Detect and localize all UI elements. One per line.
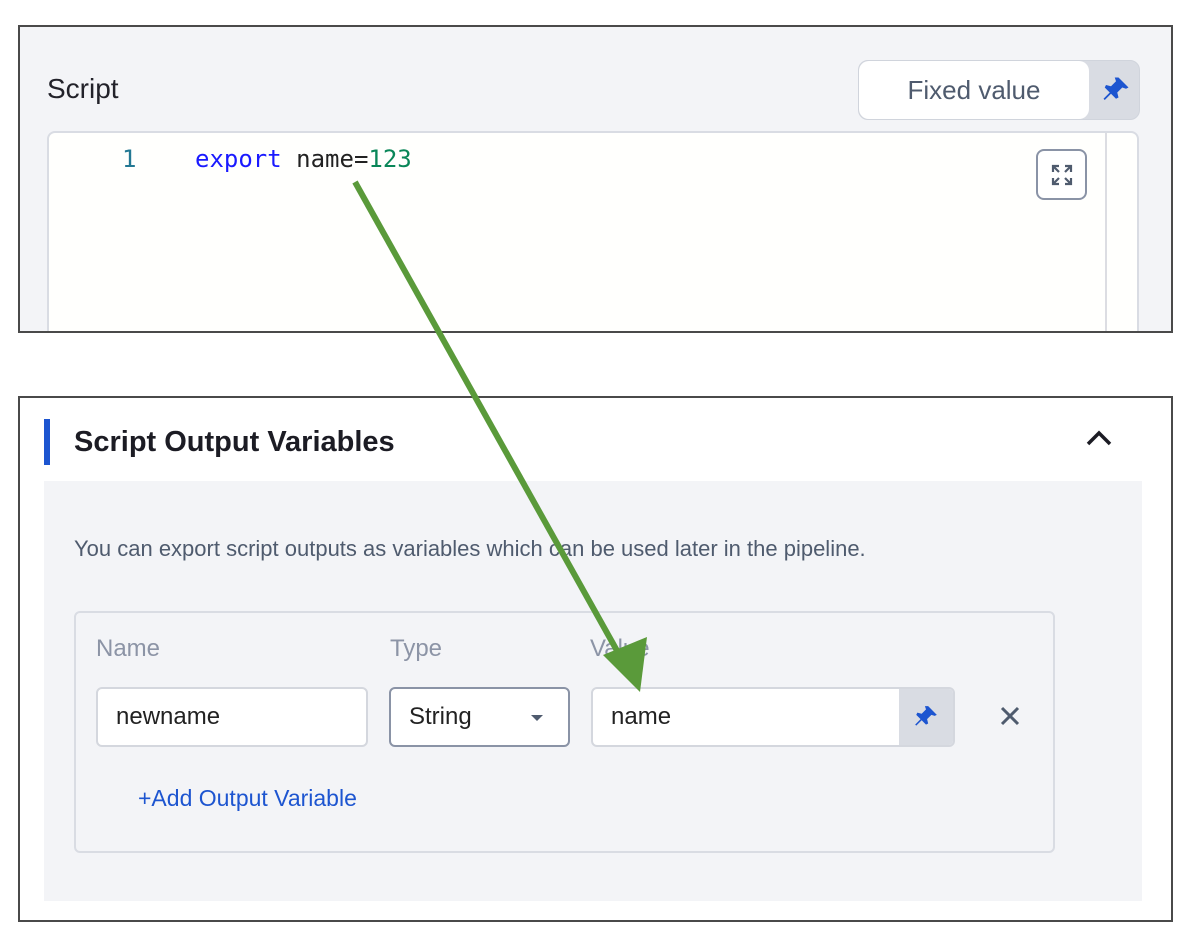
- variables-card: Name Type Value newname String name +Add…: [74, 611, 1055, 853]
- close-icon: [1000, 706, 1020, 726]
- caret-down-icon: [531, 715, 543, 721]
- value-mode-button[interactable]: [899, 689, 953, 745]
- expand-icon: [1051, 164, 1072, 185]
- section-title: Script Output Variables: [74, 426, 395, 458]
- type-value: String: [409, 703, 472, 730]
- fixed-value-button[interactable]: Fixed value: [859, 61, 1089, 119]
- line-number: 1: [122, 145, 137, 173]
- variable-name-input[interactable]: newname: [96, 687, 368, 747]
- code-keyword: export: [195, 145, 282, 173]
- editor-scrollbar[interactable]: [1105, 133, 1107, 331]
- value-text: name: [611, 703, 672, 730]
- section-description: You can export script outputs as variabl…: [74, 536, 866, 561]
- column-type-label: Type: [390, 635, 443, 662]
- output-variables-panel: Script Output Variables You can export s…: [18, 396, 1173, 922]
- code-value: 123: [368, 145, 412, 173]
- script-editor[interactable]: 1 export name=123: [47, 131, 1139, 331]
- code-line[interactable]: export name=123: [195, 145, 412, 173]
- expand-editor-button[interactable]: [1036, 149, 1087, 200]
- pin-icon: [915, 706, 937, 726]
- script-label: Script: [47, 73, 119, 104]
- section-accent-bar: [44, 419, 50, 465]
- script-panel: Script Fixed value 1 export name=123: [18, 25, 1173, 333]
- section-body: You can export script outputs as variabl…: [44, 481, 1142, 901]
- column-value-label: Value: [590, 635, 650, 662]
- input-mode-toggle[interactable]: Fixed value: [858, 60, 1140, 120]
- variable-value-input[interactable]: name: [591, 687, 955, 747]
- chevron-up-icon[interactable]: [1085, 428, 1113, 453]
- pin-icon[interactable]: [1101, 75, 1131, 110]
- column-name-label: Name: [96, 635, 161, 662]
- code-identifier: name=: [281, 145, 369, 173]
- add-output-variable-button[interactable]: +Add Output Variable: [138, 785, 357, 811]
- remove-variable-button[interactable]: [999, 701, 1021, 735]
- variable-type-select[interactable]: String: [389, 687, 570, 747]
